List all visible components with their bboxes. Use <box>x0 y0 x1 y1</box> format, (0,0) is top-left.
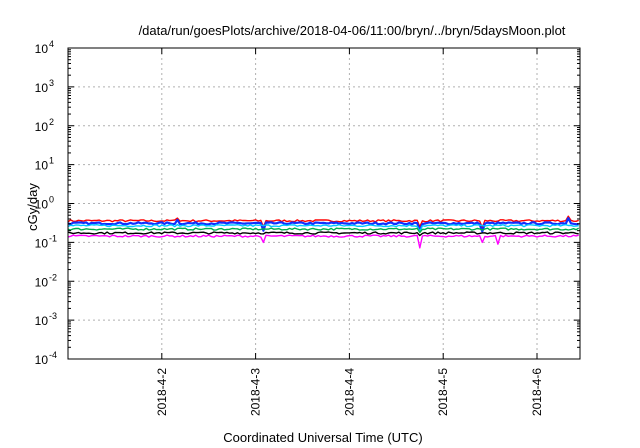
y-tick-exponent: 2 <box>49 117 54 127</box>
y-tick-exponent: 0 <box>49 195 54 205</box>
series-line <box>67 234 579 249</box>
series-line <box>67 215 579 229</box>
y-tick-exponent: 3 <box>49 78 54 88</box>
y-tick-exponent: 1 <box>49 156 54 166</box>
series-line <box>67 217 579 233</box>
y-tick-label: 10 <box>35 353 49 367</box>
series-line <box>67 227 580 234</box>
y-tick-label: 10 <box>35 81 49 95</box>
x-tick-label: 2018-4-2 <box>155 368 169 416</box>
series-layer <box>67 215 580 249</box>
y-tick-exponent: 4 <box>49 39 54 49</box>
y-tick-exponent: -4 <box>49 350 57 360</box>
x-tick-label: 2018-4-5 <box>436 368 450 416</box>
series-line <box>67 223 579 233</box>
x-tick-label: 2018-4-6 <box>530 368 544 416</box>
grid <box>68 48 580 359</box>
chart-title: /data/run/goesPlots/archive/2018-04-06/1… <box>139 23 566 38</box>
x-tick-label: 2018-4-4 <box>342 368 356 416</box>
x-tick-label: 2018-4-3 <box>249 368 263 416</box>
y-axis-label: cGy/day <box>25 183 40 231</box>
y-tick-exponent: -3 <box>49 311 57 321</box>
series-line <box>67 231 579 237</box>
y-tick-label: 10 <box>35 275 49 289</box>
y-tick-label: 10 <box>35 159 49 173</box>
y-tick-label: 10 <box>35 314 49 328</box>
y-tick-label: 10 <box>35 42 49 56</box>
y-tick-label: 10 <box>35 198 49 212</box>
y-tick-exponent: -2 <box>49 272 57 282</box>
y-tick-label: 10 <box>35 120 49 134</box>
y-tick-exponent: -1 <box>49 233 57 243</box>
x-axis-label: Coordinated Universal Time (UTC) <box>223 430 422 445</box>
y-tick-label: 10 <box>35 236 49 250</box>
